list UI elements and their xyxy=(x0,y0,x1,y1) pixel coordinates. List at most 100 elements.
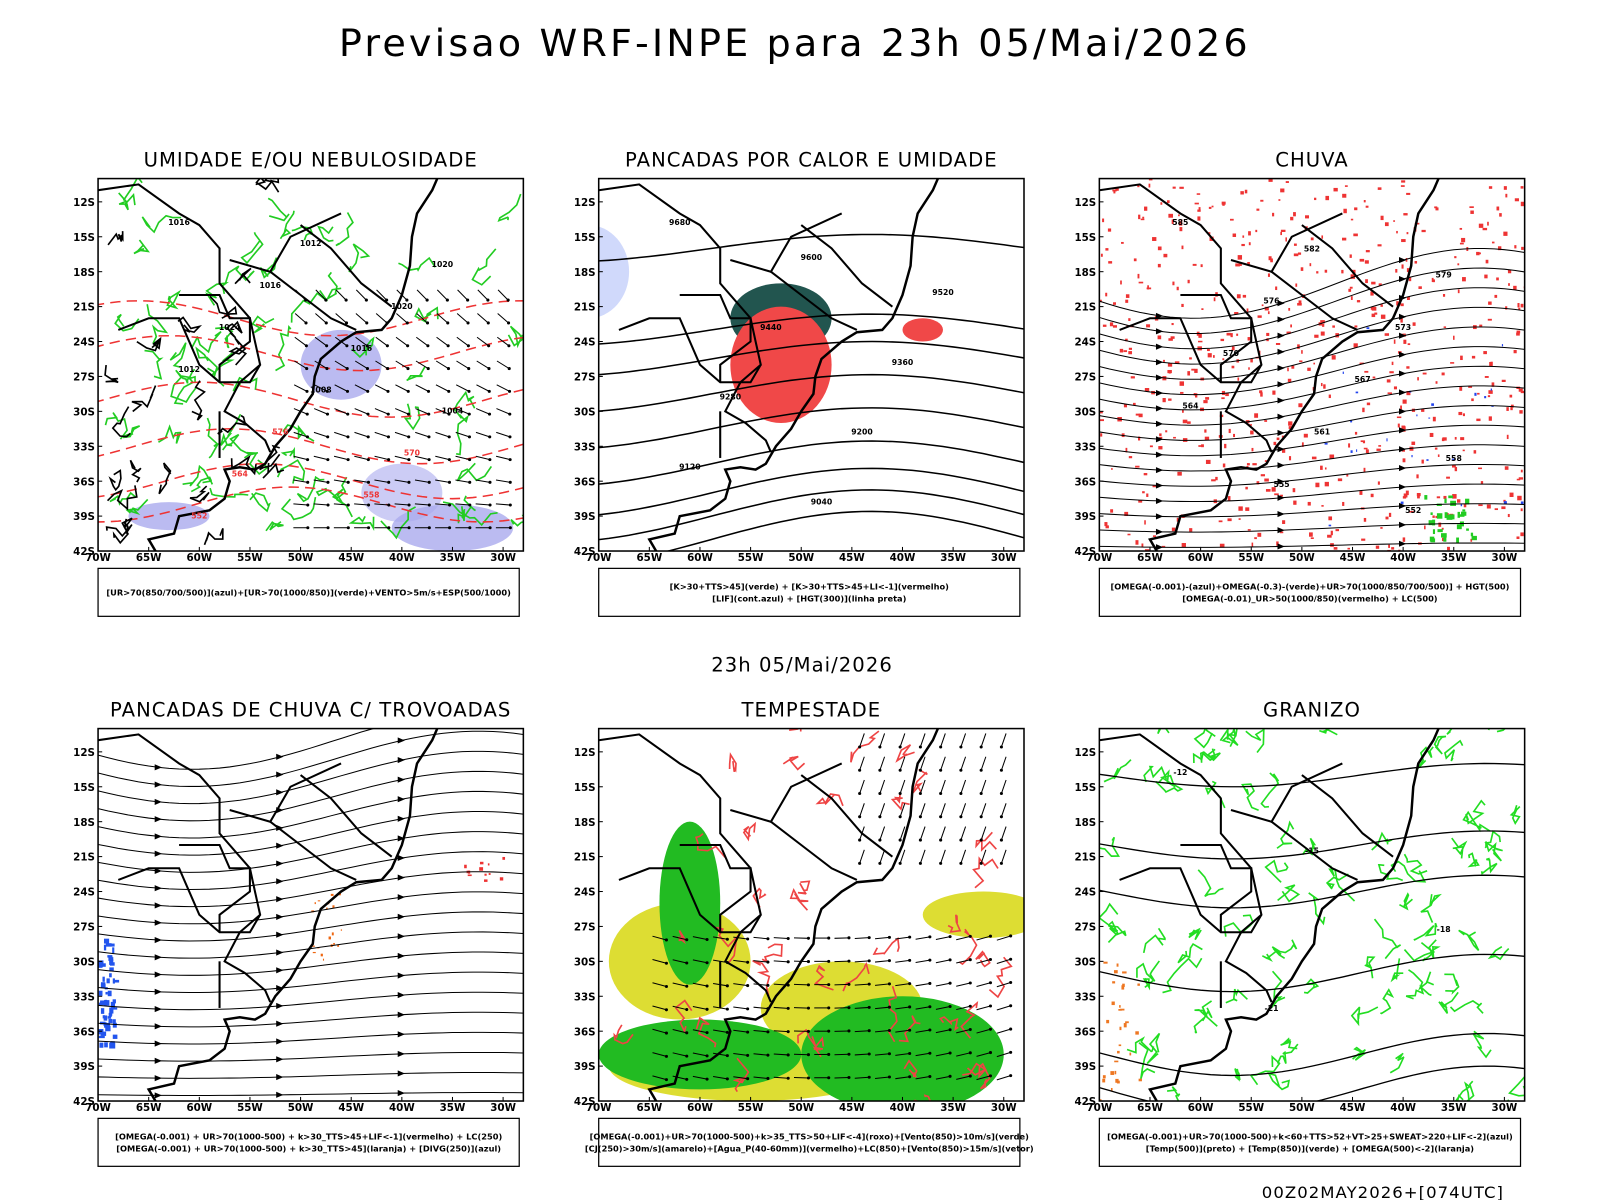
lat-label: 12S xyxy=(1074,747,1096,759)
field-speck xyxy=(1353,233,1358,237)
field-speck xyxy=(1444,498,1447,504)
streamline-arrow xyxy=(154,1023,162,1030)
field-speck xyxy=(502,856,506,860)
lat-label: 24S xyxy=(574,887,596,899)
contour-line xyxy=(815,793,844,807)
field-speck xyxy=(1307,367,1311,371)
field-speck xyxy=(1406,366,1410,369)
wind-vector-head xyxy=(999,745,1003,749)
lat-label: 39S xyxy=(73,511,95,523)
field-speck xyxy=(1350,450,1353,453)
contour-label: 579 xyxy=(1436,271,1452,280)
field-speck xyxy=(1124,511,1129,517)
wind-vector xyxy=(1000,849,1007,864)
field-speck xyxy=(1444,512,1448,519)
field-speck xyxy=(1371,306,1377,311)
contour-line xyxy=(1107,924,1127,937)
streamline-arrow xyxy=(1399,332,1407,339)
field-speck xyxy=(1171,322,1174,326)
contour-label: 1020 xyxy=(391,302,413,311)
wind-vector xyxy=(314,336,327,347)
field-speck xyxy=(1460,511,1467,516)
field-speck xyxy=(1125,294,1130,298)
field-speck xyxy=(1180,219,1183,222)
contour-line xyxy=(1373,918,1402,960)
field-speck xyxy=(1387,392,1392,395)
field-speck xyxy=(1496,206,1500,211)
wind-vector-head xyxy=(365,367,370,371)
field-speck xyxy=(99,1042,104,1048)
field-speck xyxy=(1111,468,1113,470)
field-speck xyxy=(1276,437,1280,441)
wind-vector xyxy=(874,1076,890,1079)
wind-vector xyxy=(956,959,971,964)
lon-label: 70W xyxy=(85,552,111,564)
wind-vector-head xyxy=(387,503,391,507)
field-speck xyxy=(112,999,116,1004)
lat-label: 42S xyxy=(73,1096,95,1108)
wind-vector-head xyxy=(405,298,409,302)
wind-vector-head xyxy=(446,321,450,325)
contour-line xyxy=(107,231,124,246)
wind-vector-head xyxy=(847,959,851,963)
contour-line xyxy=(315,476,348,500)
lat-label: 42S xyxy=(574,546,596,558)
wind-vector-head xyxy=(664,1054,668,1058)
wind-vector xyxy=(313,479,329,483)
wind-vector-head xyxy=(999,815,1003,819)
wind-vector-head xyxy=(427,480,431,484)
field-speck xyxy=(312,945,315,947)
field-speck xyxy=(106,978,110,984)
wind-vector-head xyxy=(959,791,963,796)
wind-vector xyxy=(854,1006,870,1009)
contour-line xyxy=(1487,946,1510,961)
field-speck xyxy=(1402,496,1407,499)
field-speck xyxy=(1102,218,1105,223)
wind-vector-head xyxy=(918,861,922,865)
wind-vector-head xyxy=(346,480,350,484)
field-speck xyxy=(1146,324,1151,328)
wind-vector xyxy=(455,503,470,506)
field-speck xyxy=(1476,418,1481,422)
contour-line xyxy=(265,521,284,532)
wind-vector xyxy=(1000,826,1007,841)
contour-line xyxy=(598,407,1024,449)
contour-line xyxy=(507,325,524,349)
border xyxy=(598,183,772,453)
wind-vector xyxy=(874,936,890,940)
wind-vector-head xyxy=(407,503,411,507)
field-speck xyxy=(1452,494,1457,499)
contour-line xyxy=(380,506,416,540)
contour-line xyxy=(1484,830,1503,852)
contour-label: -21 xyxy=(1265,1004,1279,1013)
wind-vector xyxy=(455,384,470,392)
streamline-arrow xyxy=(276,1020,284,1027)
lon-label: 30W xyxy=(991,552,1017,564)
border xyxy=(98,183,272,453)
field-speck xyxy=(1457,263,1460,266)
wind-vector xyxy=(354,503,369,506)
field-speck xyxy=(1121,241,1124,244)
field-speck xyxy=(1384,222,1389,227)
field-speck xyxy=(1135,413,1141,416)
field-speck xyxy=(1119,348,1124,353)
field-speck xyxy=(1206,349,1210,352)
wind-vector-head xyxy=(427,458,431,462)
wind-vector xyxy=(940,779,946,794)
contour-line xyxy=(249,492,271,513)
streamline-arrow xyxy=(154,936,162,944)
wind-vector-head xyxy=(304,344,308,348)
wind-vector-head xyxy=(968,1051,972,1055)
field-speck xyxy=(1257,315,1262,318)
map-panel: 585582579576573570567564561558555552CHUV… xyxy=(1074,148,1526,617)
legend-text: [K>30+TTS>45](verde) + [K>30+TTS>45+LI<-… xyxy=(670,581,950,591)
contour-line xyxy=(1325,873,1349,890)
field-speck xyxy=(1205,459,1211,464)
wind-vector-head xyxy=(425,298,429,302)
field-speck xyxy=(1264,478,1269,482)
wind-vector xyxy=(376,289,387,301)
lat-label: 30S xyxy=(574,956,596,968)
field-speck xyxy=(109,967,114,972)
wind-vector xyxy=(899,733,906,748)
field-speck xyxy=(108,957,114,961)
